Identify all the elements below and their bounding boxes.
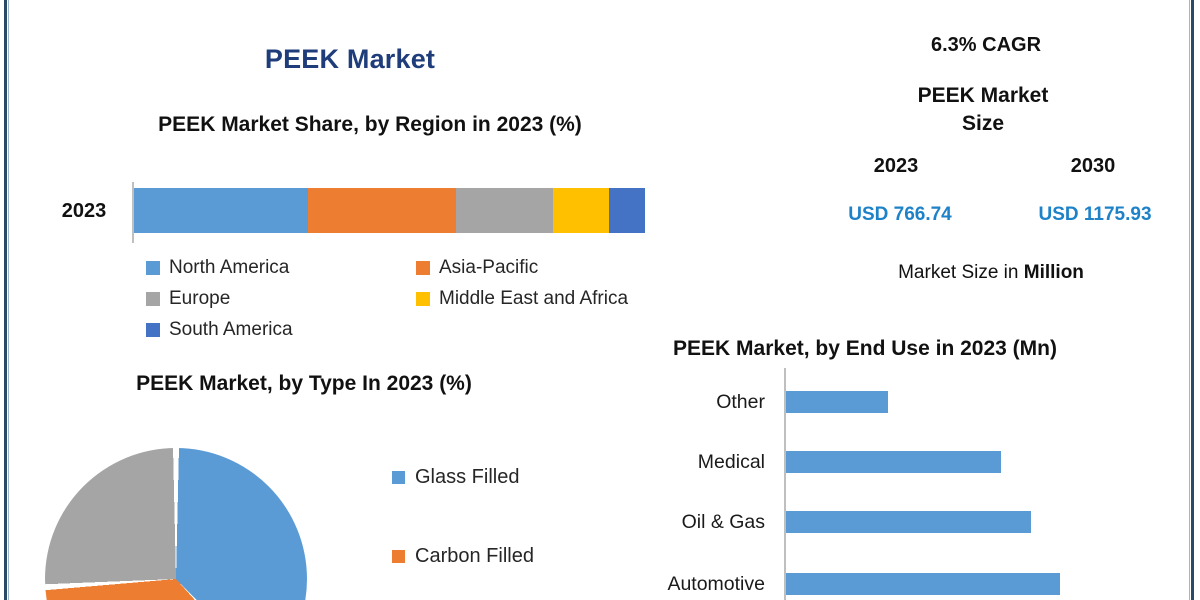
region-legend-item-asia-pacific: Asia-Pacific xyxy=(416,252,628,283)
type-chart-title: PEEK Market, by Type In 2023 (%) xyxy=(136,372,472,395)
region-legend-item-south-america: South America xyxy=(146,314,416,345)
legend-swatch-icon xyxy=(392,470,405,484)
legend-swatch-icon xyxy=(392,549,405,563)
region-axis-label: 2023 xyxy=(61,200,107,222)
legend-label: Asia-Pacific xyxy=(439,256,539,278)
caption-unit: Million xyxy=(1023,262,1084,283)
market-size-value-start: USD 766.74 xyxy=(848,204,952,225)
enduse-bar-other xyxy=(786,391,888,413)
legend-swatch-icon xyxy=(416,291,430,306)
legend-label: South America xyxy=(169,318,293,340)
page-title: PEEK Market xyxy=(264,44,436,74)
enduse-category-other: Other xyxy=(716,391,765,413)
type-legend-item-carbon-filled: Carbon Filled xyxy=(392,542,534,570)
enduse-category-oil-gas: Oil & Gas xyxy=(681,511,765,533)
frame-left-border xyxy=(4,0,7,600)
enduse-category-medical: Medical xyxy=(697,451,765,473)
market-size-caption: Market Size in Million xyxy=(856,262,1126,284)
market-size-heading: PEEK Market Size xyxy=(917,84,1049,135)
type-legend-item-glass-filled: Glass Filled xyxy=(392,463,519,491)
enduse-category-automotive: Automotive xyxy=(667,573,765,595)
region-legend: North America Europe South America Asia-Pac… xyxy=(146,252,628,345)
legend-swatch-icon xyxy=(146,291,160,306)
region-stacked-bar xyxy=(134,188,645,233)
region-segment-south-america xyxy=(609,188,645,233)
legend-label: Glass Filled xyxy=(415,465,520,488)
enduse-chart-title: PEEK Market, by End Use in 2023 (Mn) xyxy=(673,337,1057,360)
region-y-axis-line xyxy=(132,182,134,243)
frame-right-border-inner xyxy=(1189,0,1190,600)
legend-swatch-icon xyxy=(146,322,160,337)
region-segment-north-america xyxy=(134,188,308,233)
legend-label: Carbon Filled xyxy=(415,544,534,567)
enduse-bar-automotive xyxy=(786,573,1060,595)
legend-label: Europe xyxy=(169,287,231,309)
market-size-value-end: USD 1175.93 xyxy=(1038,204,1152,225)
legend-label: Middle East and Africa xyxy=(439,287,629,309)
enduse-y-axis-line xyxy=(784,368,786,600)
region-legend-item-middle-east-and-africa: Middle East and Africa xyxy=(416,283,628,314)
type-pie xyxy=(45,448,307,600)
region-segment-asia-pacific xyxy=(307,188,456,233)
cagr-text: 6.3% CAGR xyxy=(930,34,1042,56)
legend-swatch-icon xyxy=(416,260,430,275)
region-segment-middle-east-and-africa xyxy=(553,188,610,233)
legend-label: North America xyxy=(169,256,290,278)
region-chart-title: PEEK Market Share, by Region in 2023 (%) xyxy=(158,113,582,136)
frame-left-border-inner xyxy=(8,0,9,600)
legend-swatch-icon xyxy=(146,260,160,275)
caption-prefix: Market Size in xyxy=(898,262,1024,283)
market-size-year-start: 2023 xyxy=(873,155,919,177)
enduse-bar-oil-gas xyxy=(786,511,1031,533)
region-segment-europe xyxy=(455,188,553,233)
enduse-bar-medical xyxy=(786,451,1001,473)
region-legend-item-north-america: North America xyxy=(146,252,416,283)
frame-right-border xyxy=(1191,0,1194,600)
region-legend-item-europe: Europe xyxy=(146,283,416,314)
market-size-year-end: 2030 xyxy=(1070,155,1116,177)
